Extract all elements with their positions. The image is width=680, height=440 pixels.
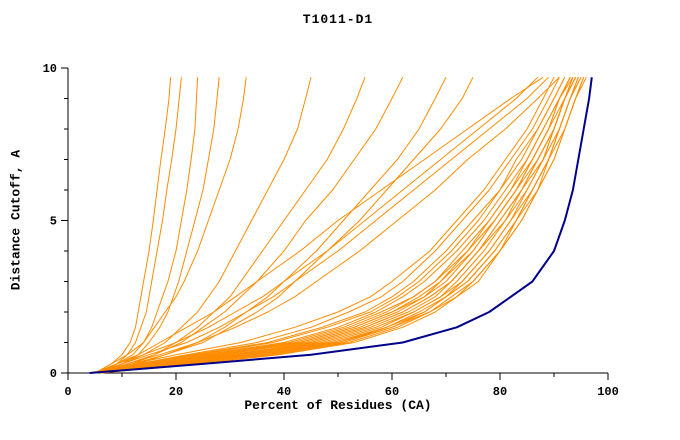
series-model-28 xyxy=(100,76,560,374)
series-model-06 xyxy=(94,77,312,374)
series-model-34 xyxy=(94,76,566,374)
series-model-17 xyxy=(89,76,566,374)
series-model-25 xyxy=(89,76,555,374)
series-model-10 xyxy=(94,76,474,374)
series-model-20 xyxy=(89,76,560,374)
series-model-04 xyxy=(100,77,220,374)
series-model-16 xyxy=(94,76,577,374)
series-model-24 xyxy=(94,76,577,374)
chart-title: T1011-D1 xyxy=(302,12,374,27)
series-model-03 xyxy=(94,77,199,374)
series-model-27 xyxy=(94,76,549,374)
y-tick-label: 5 xyxy=(50,215,57,229)
series-model-05 xyxy=(94,77,247,374)
series-model-01 xyxy=(94,77,172,374)
series-model-19 xyxy=(100,76,582,374)
x-tick-label: 60 xyxy=(385,385,399,399)
x-tick-label: 40 xyxy=(277,385,291,399)
series-model-18 xyxy=(94,77,579,374)
y-tick-label: 10 xyxy=(43,62,57,76)
series-model-31 xyxy=(94,77,579,374)
series-model-26 xyxy=(94,76,571,374)
series-model-02 xyxy=(100,77,182,374)
series-model-33 xyxy=(89,76,577,374)
series-model-13 xyxy=(94,76,577,374)
y-tick-label: 0 xyxy=(50,367,57,381)
series-model-32 xyxy=(100,76,587,374)
x-tick-label: 100 xyxy=(597,385,619,399)
x-tick-label: 80 xyxy=(493,385,507,399)
x-tick-label: 0 xyxy=(64,385,71,399)
series-model-35 xyxy=(100,76,577,374)
series-model-11 xyxy=(94,76,544,374)
series-reference-model-blue xyxy=(89,77,593,374)
x-axis-label: Percent of Residues (CA) xyxy=(244,398,432,413)
series-model-15 xyxy=(100,77,585,374)
series-model-29 xyxy=(94,76,539,374)
x-tick-label: 20 xyxy=(169,385,183,399)
series-model-23 xyxy=(100,77,585,374)
